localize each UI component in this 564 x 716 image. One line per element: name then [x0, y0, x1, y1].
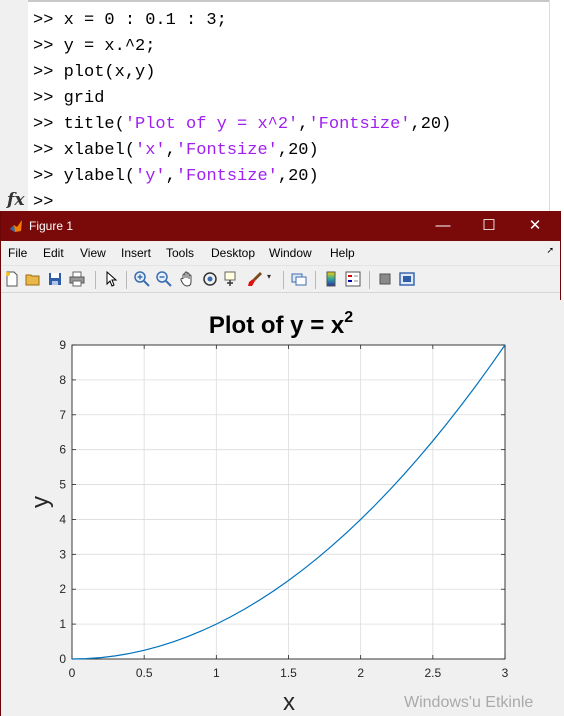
command-line: >> ylabel('y','Fontsize',20)	[33, 167, 319, 186]
y-axis-label: y	[27, 496, 54, 508]
menu-help[interactable]: Help	[330, 246, 355, 260]
insert-legend-icon[interactable]	[345, 271, 361, 287]
zoom-out-icon[interactable]	[156, 271, 172, 287]
menu-window[interactable]: Window	[269, 246, 312, 260]
command-window-top-border	[28, 0, 564, 2]
y-tick-label: 6	[59, 443, 66, 457]
menu-tools[interactable]: Tools	[166, 246, 195, 260]
y-tick-label: 1	[59, 617, 66, 631]
open-file-icon[interactable]	[25, 271, 41, 287]
pan-hand-icon[interactable]	[179, 271, 195, 287]
figure-title: Figure 1	[29, 219, 74, 233]
toolbar-separator	[126, 271, 127, 289]
x-tick-label: 2.5	[424, 666, 441, 680]
edit-plot-arrow-icon[interactable]	[103, 271, 119, 287]
command-line: >> x = 0 : 0.1 : 3;	[33, 11, 227, 30]
y-tick-label: 0	[59, 652, 66, 666]
command-window[interactable]: >> x = 0 : 0.1 : 3; >> y = x.^2; >> plot…	[0, 0, 564, 212]
y-tick-labels: 0 1 2 3 4 5 6 7 8 9	[59, 338, 66, 666]
menu-desktop[interactable]: Desktop	[211, 246, 256, 260]
fx-function-browser-icon[interactable]: fx	[7, 190, 25, 210]
y-tick-label: 7	[59, 408, 66, 422]
x-tick-label: 1	[213, 666, 220, 680]
hide-plot-tools-icon[interactable]	[377, 271, 393, 287]
command-line: >> plot(x,y)	[33, 63, 156, 82]
x-tick-label: 1.5	[280, 666, 297, 680]
command-prompt[interactable]: >>	[33, 193, 54, 212]
close-button[interactable]: ✕	[528, 217, 542, 234]
figure-toolbar: ▾	[1, 265, 560, 293]
brush-icon[interactable]	[247, 271, 263, 287]
y-tick-label: 3	[59, 547, 66, 561]
y-tick-label: 8	[59, 373, 66, 387]
command-line: >> xlabel('x','Fontsize',20)	[33, 141, 319, 160]
show-plot-tools-icon[interactable]	[399, 271, 415, 287]
x-tick-label: 0	[69, 666, 76, 680]
y-tick-label: 9	[59, 338, 66, 352]
x-tick-label: 2	[357, 666, 364, 680]
print-icon[interactable]	[69, 271, 85, 287]
menu-edit[interactable]: Edit	[43, 246, 64, 260]
windows-activation-watermark: Windows'u Etkinle	[404, 694, 534, 711]
menu-insert[interactable]: Insert	[121, 246, 152, 260]
menu-overflow-arrow-icon[interactable]: ➚	[546, 245, 554, 255]
menu-bar: File Edit View Insert Tools Desktop Wind…	[1, 241, 560, 265]
figure-title-bar[interactable]: Figure 1 — ☐ ✕	[1, 211, 560, 241]
x-tick-labels: 0 0.5 1 1.5 2 2.5 3	[69, 666, 509, 680]
chart-title-superscript: 2	[344, 309, 353, 326]
maximize-button[interactable]: ☐	[482, 217, 496, 234]
x-tick-label: 0.5	[136, 666, 153, 680]
toolbar-separator	[283, 271, 284, 289]
link-plot-icon[interactable]	[291, 271, 307, 287]
save-icon[interactable]	[47, 271, 63, 287]
command-window-scrollbar[interactable]	[549, 0, 564, 212]
command-window-gutter	[0, 0, 28, 212]
zoom-in-icon[interactable]	[134, 271, 150, 287]
figure-right-edge	[557, 300, 564, 716]
x-tick-label: 3	[502, 666, 509, 680]
menu-view[interactable]: View	[80, 246, 106, 260]
y-tick-label: 4	[59, 512, 66, 526]
command-line: >> grid	[33, 89, 105, 108]
insert-colorbar-icon[interactable]	[323, 271, 339, 287]
toolbar-separator	[95, 271, 96, 289]
command-line: >> y = x.^2;	[33, 37, 156, 56]
minimize-button[interactable]: —	[435, 217, 451, 234]
x-axis-label: x	[283, 689, 295, 716]
series-line-y-equals-x-squared[interactable]	[71, 344, 506, 660]
command-line: >> title('Plot of y = x^2','Fontsize',20…	[33, 115, 452, 134]
matlab-logo-icon	[10, 220, 22, 232]
rotate-3d-icon[interactable]	[202, 271, 218, 287]
brush-dropdown-arrow-icon[interactable]: ▾	[267, 272, 272, 281]
data-cursor-icon[interactable]	[224, 271, 240, 287]
menu-file[interactable]: File	[8, 246, 28, 260]
toolbar-separator	[315, 271, 316, 289]
toolbar-separator	[369, 271, 370, 289]
y-tick-label: 2	[59, 582, 66, 596]
y-tick-label: 5	[59, 478, 66, 492]
chart-title: Plot of y = x2	[209, 309, 353, 339]
new-figure-icon[interactable]	[4, 271, 20, 287]
